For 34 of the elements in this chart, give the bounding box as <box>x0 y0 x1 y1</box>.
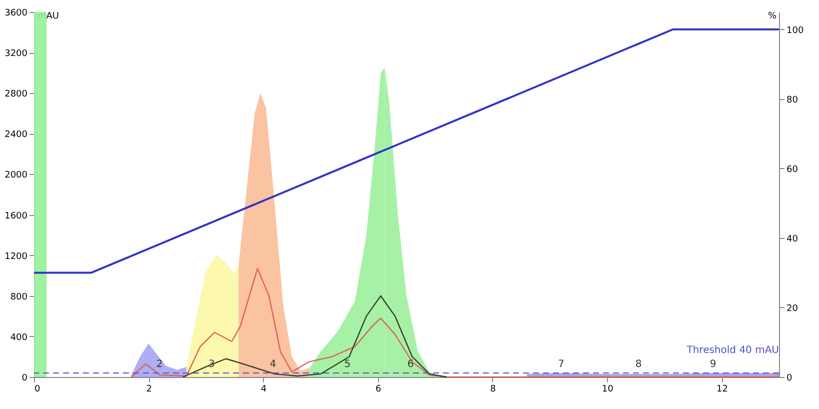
ref-line-label: Threshold 40 mAU <box>686 344 779 356</box>
annotation: 5 <box>344 358 351 370</box>
annotation: 2 <box>156 358 163 370</box>
y2-tick-label: 80 <box>786 95 798 106</box>
y-tick-label: 2800 <box>4 90 28 100</box>
y-tick-label: 3600 <box>4 8 28 18</box>
y-tick-label: 3200 <box>4 49 28 60</box>
y-tick-label: 1600 <box>4 211 28 222</box>
x-tick-label: 8 <box>490 384 496 394</box>
y-tick-label: 400 <box>10 332 28 343</box>
y2-tick-label: 20 <box>786 304 798 314</box>
y2-tick-label: 0 <box>786 374 792 384</box>
x-tick-label: 0 <box>34 384 40 394</box>
x-tick-label: 4 <box>260 384 267 394</box>
y2-tick-label: 60 <box>786 164 798 175</box>
line-series <box>182 295 448 378</box>
annotation: 8 <box>635 358 642 370</box>
x-tick-label: 12 <box>716 384 728 394</box>
line-series <box>130 268 780 378</box>
y2-tick-label: 100 <box>786 26 804 36</box>
x-tick-label: 2 <box>146 384 152 394</box>
y-tick-label: 1200 <box>4 252 28 262</box>
y2-axis-title: % <box>768 12 777 22</box>
annotation: 4 <box>270 358 276 370</box>
annotation: 7 <box>558 358 564 370</box>
y2-tick-label: 40 <box>786 234 798 244</box>
annotation: 6 <box>407 358 414 370</box>
y-tick-label: 2000 <box>4 170 28 181</box>
annotation: 9 <box>710 358 716 370</box>
x-tick-label: 10 <box>602 384 614 394</box>
y-tick-label: 2400 <box>4 130 28 140</box>
x-tick-label: 6 <box>375 384 382 394</box>
y-tick-label: 800 <box>10 292 28 302</box>
y-tick-label: 0 <box>22 374 28 384</box>
